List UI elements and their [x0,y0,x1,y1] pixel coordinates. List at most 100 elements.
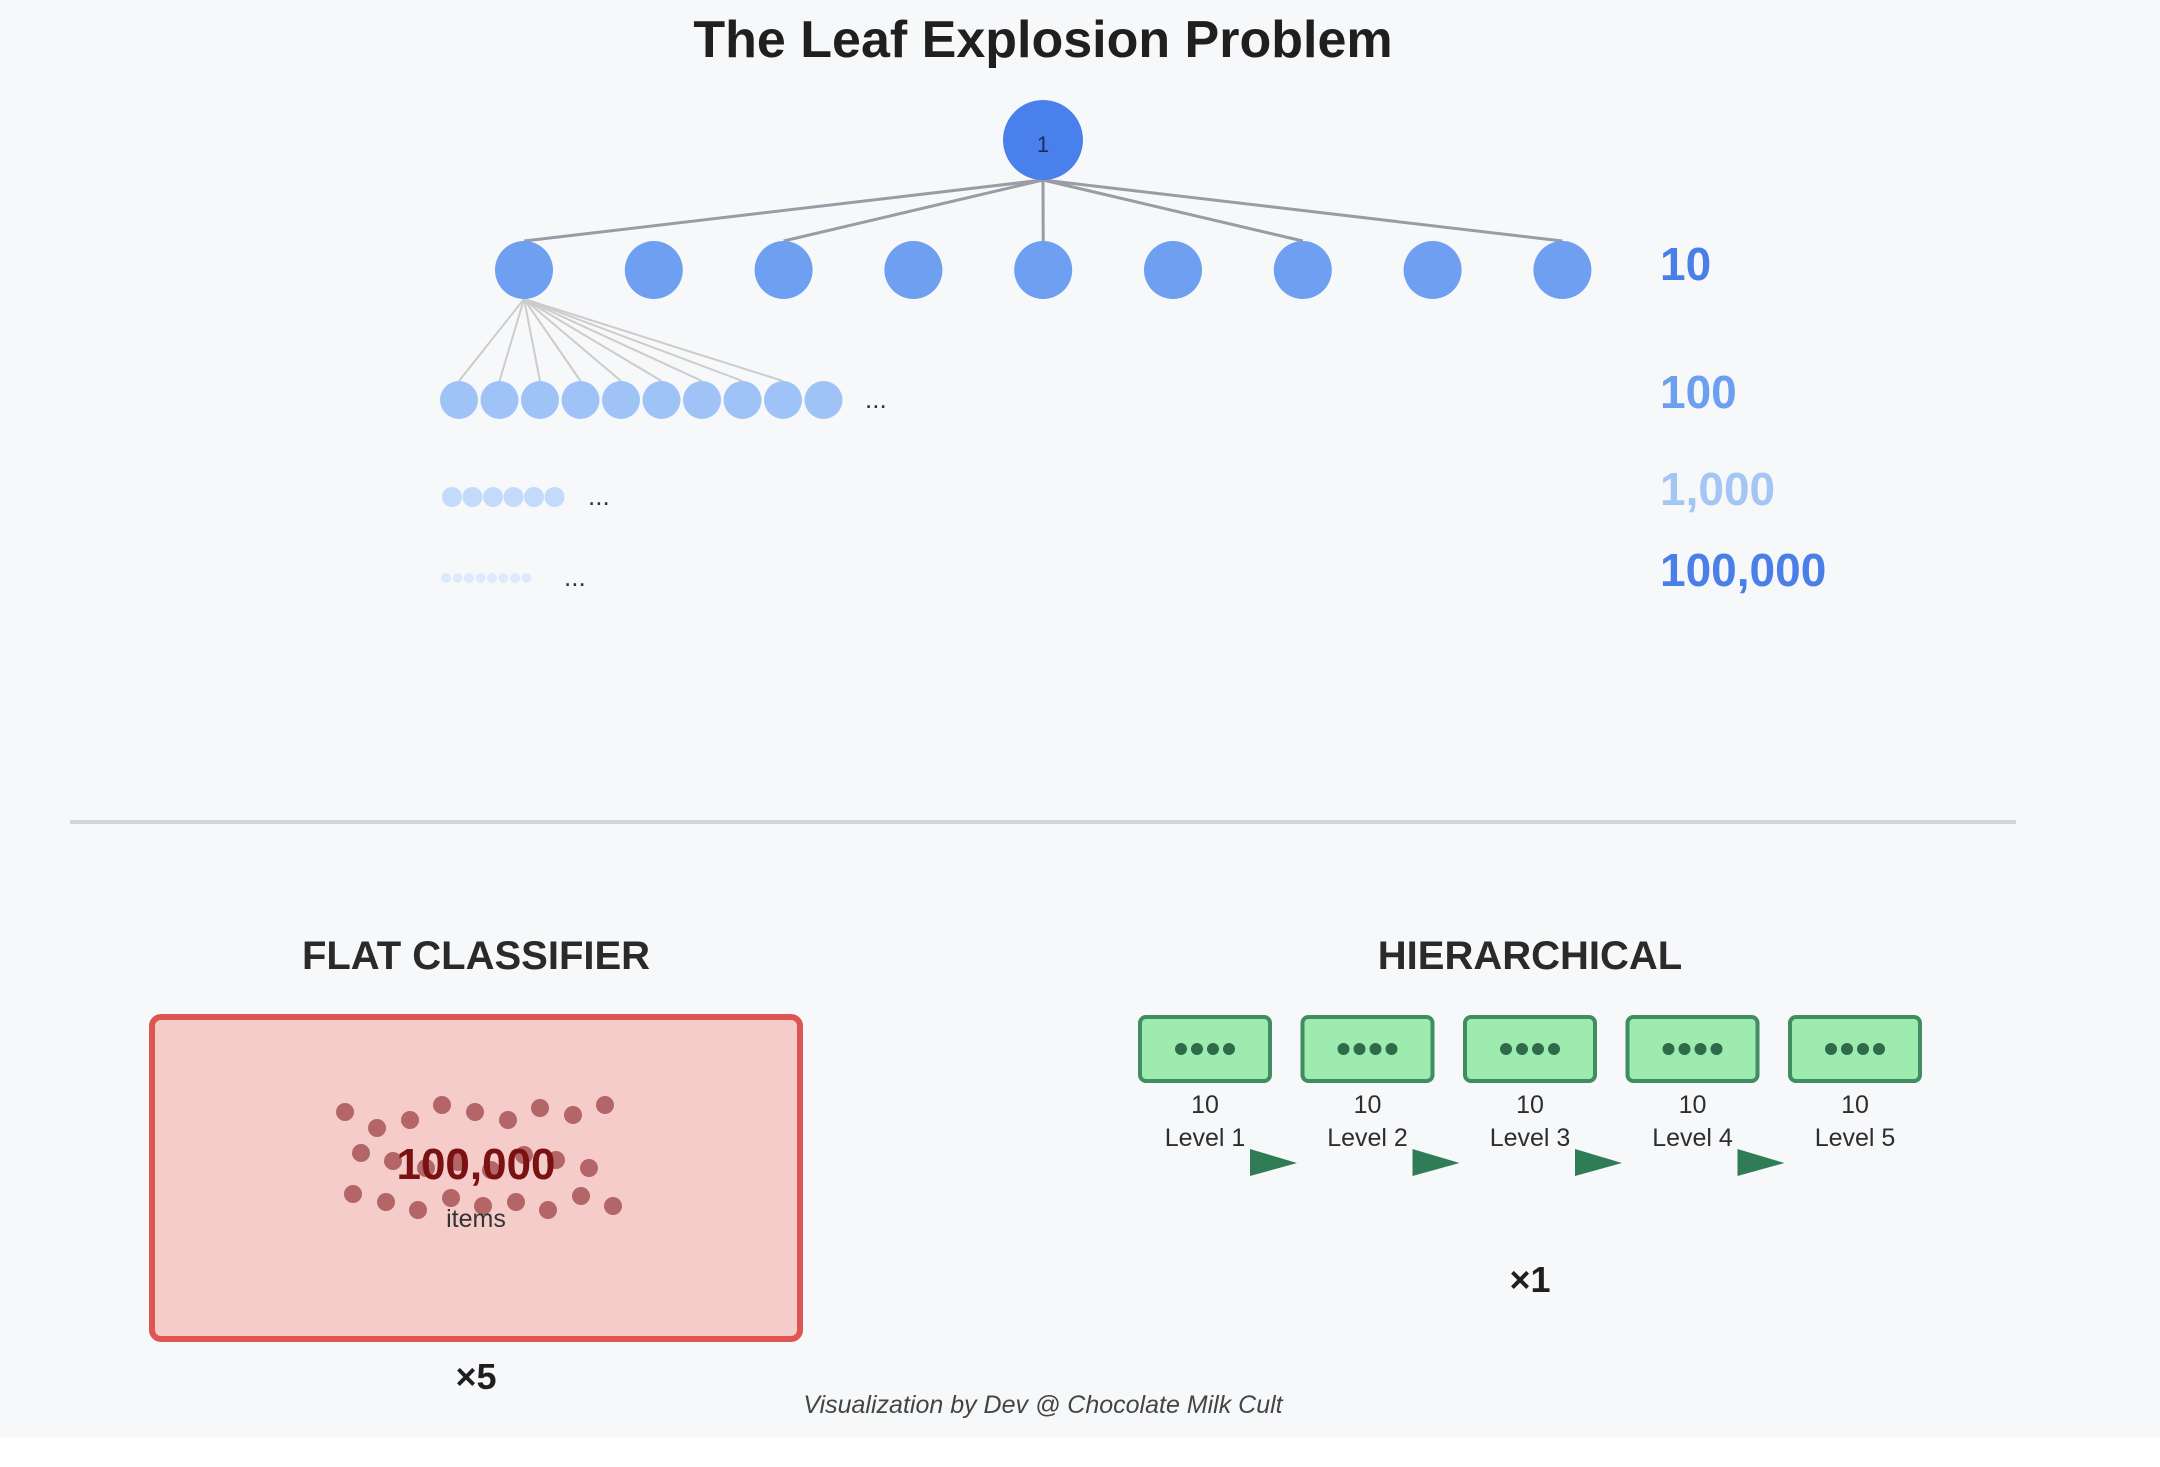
flat-classifier-count: 100,000 [396,1140,555,1189]
flat-classifier-heading: FLAT CLASSIFIER [302,934,650,978]
level-count: 10 [1191,1091,1219,1119]
level-1-node-3 [754,241,813,299]
level-2-node-10 [804,381,843,419]
level-box-dot [1548,1043,1560,1055]
level-3-count: 1,000 [1660,463,1775,515]
level-2-node-1 [440,381,478,419]
flat-dot-13 [449,1153,467,1171]
level-1-node-4 [884,241,943,299]
flat-dot-6 [499,1111,517,1129]
flat-dot-16 [547,1151,565,1169]
level-1-node-6 [1144,241,1202,299]
level-3-node-6 [544,487,565,507]
level-box-dot [1191,1043,1203,1055]
flat-dot-26 [604,1197,622,1215]
flat-dot-25 [572,1187,590,1205]
sub-edge-4 [523,298,582,382]
root-node-label: 1 [1037,132,1049,157]
level-arrow-4 [1737,1149,1785,1176]
level-label: Level 3 [1490,1124,1571,1152]
level-box-dot [1662,1043,1675,1055]
root-edge-2 [783,178,1044,243]
flat-dot-10 [352,1144,370,1162]
sub-edge-1 [458,298,525,382]
tree-edges [458,178,1563,382]
level-3-node-2 [462,487,483,507]
level-box-dot [1337,1043,1350,1055]
flat-multiplier: ×5 [455,1356,496,1397]
level-4-node-6 [498,573,509,583]
level-box-dot [1516,1043,1528,1055]
flat-dot-1 [336,1103,354,1121]
level-count: 10 [1679,1091,1707,1119]
level-label: Level 5 [1815,1124,1896,1152]
flat-classifier-box [149,1014,803,1342]
level-label: Level 4 [1652,1124,1733,1152]
level-box-dot [1369,1043,1382,1055]
level-3-node-4 [503,487,524,507]
level-2-node-8 [723,381,762,419]
root-edge-4 [1042,178,1304,243]
level-3-node-1 [442,487,462,507]
level-box [1788,1015,1922,1083]
level-1-count: 10 [1660,238,1711,290]
level-3-node-5 [524,487,544,507]
flat-classifier-dots [336,1096,622,1219]
hierarchical-levels: 10 Level 1 10 Level 2 10 Level 3 10 Level 4 10 Le… [1138,1015,1922,1176]
hierarchical-level-5: 10 Level 5 [1788,1015,1922,1152]
level-count: 10 [1354,1091,1382,1119]
level-box-dot [1678,1043,1691,1055]
sub-edge-9 [523,298,784,382]
level-4-node-2 [452,573,463,583]
sub-edge-6 [523,298,663,382]
hierarchical-level-3: 10 Level 3 [1463,1015,1597,1152]
flat-dot-20 [409,1201,427,1219]
level-1-node-1 [495,241,553,299]
level-box-dot [1873,1043,1885,1055]
level-1-node-2 [624,241,683,299]
level-box-dot [1532,1043,1544,1055]
level-2-node-5 [602,381,640,419]
level-4-node-7 [510,573,520,583]
level-2-node-9 [764,381,802,419]
level-4-node-1 [441,573,451,583]
level-arrow-2 [1412,1149,1460,1176]
row-4-ellipsis: ... [564,562,586,592]
flat-dot-19 [377,1193,395,1211]
flat-dot-17 [580,1159,598,1177]
flat-dot-24 [539,1201,557,1219]
flat-dot-12 [417,1159,435,1177]
credit-line: Visualization by Dev @ Chocolate Milk Cu… [803,1391,1283,1419]
level-box-dot [1825,1043,1837,1055]
root-edge-5 [1042,178,1563,243]
level-arrow-3 [1575,1149,1622,1176]
level-box-dot [1857,1043,1869,1055]
sub-edge-3 [523,298,541,382]
flat-dot-23 [507,1193,525,1211]
page-title: The Leaf Explosion Problem [693,11,1392,69]
level-2-node-3 [521,381,559,419]
flat-dot-21 [442,1189,460,1207]
flat-dot-5 [466,1103,484,1121]
level-box-dot [1500,1043,1512,1055]
level-count: 10 [1841,1091,1869,1119]
flat-dot-8 [564,1106,582,1124]
level-4-node-5 [487,573,497,583]
flat-dot-9 [596,1096,614,1114]
flat-classifier-unit: items [446,1205,506,1233]
hierarchical-heading: HIERARCHICAL [1378,934,1682,978]
sub-edge-8 [523,298,743,382]
row-2-ellipsis: ... [865,384,887,414]
level-1-node-5 [1014,241,1073,299]
level-count: 10 [1516,1091,1544,1119]
root-edge-1 [523,178,1044,243]
hierarchical-level-4: 10 Level 4 [1625,1015,1760,1152]
root-node [1003,100,1083,180]
level-4-node-8 [521,573,532,583]
level-box-dot [1175,1043,1187,1055]
level-box [1300,1015,1435,1083]
flat-dot-7 [531,1099,549,1117]
level-box-dot [1841,1043,1853,1055]
level-1-node-8 [1403,241,1462,299]
